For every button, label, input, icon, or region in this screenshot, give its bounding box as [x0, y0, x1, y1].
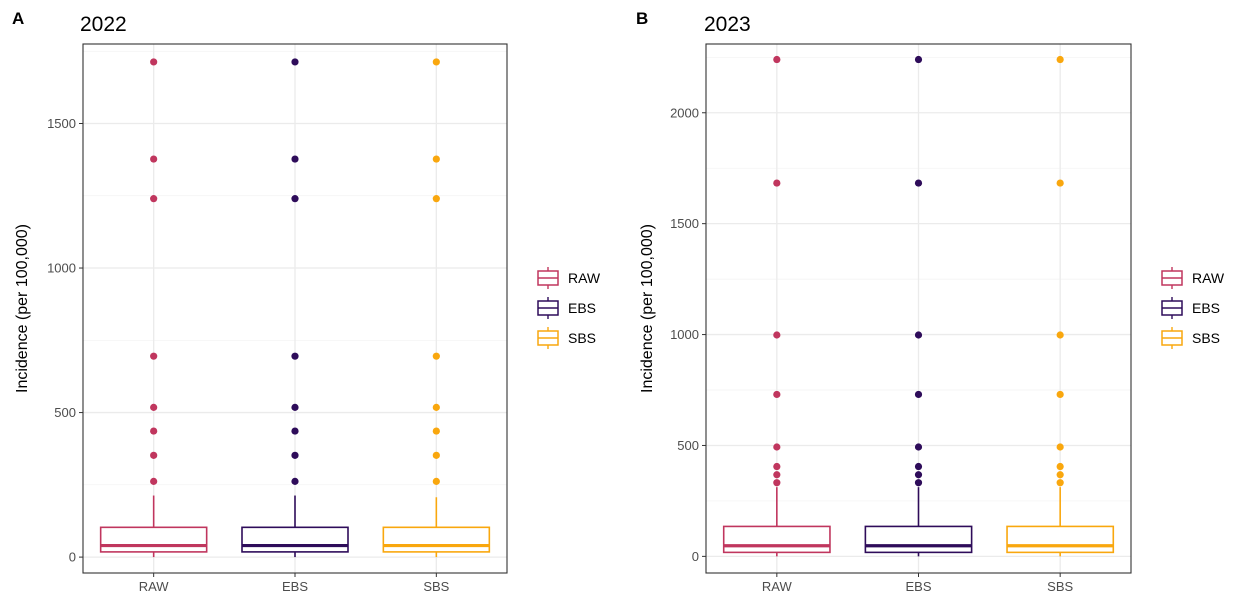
y-tick-label: 1000 — [670, 327, 699, 342]
box-sbs — [1006, 55, 1115, 557]
outlier-point — [432, 352, 440, 360]
outlier-point — [773, 390, 781, 399]
x-tick-label: RAW — [762, 579, 793, 594]
y-tick-label: 1000 — [47, 261, 76, 276]
legend-label: RAW — [1192, 270, 1225, 286]
outlier-point — [1056, 55, 1064, 64]
outlier-point — [291, 427, 299, 435]
panel-label: B — [636, 9, 648, 28]
outlier-point — [1056, 462, 1064, 471]
legend-label: RAW — [568, 270, 601, 286]
chart-panel-a: A 2022 0 500 1000 1500 RAW EBS SBS Incidence (per… — [12, 9, 601, 594]
outlier-point — [150, 427, 158, 435]
y-tick-label: 0 — [69, 550, 76, 565]
x-tick-label: SBS — [1047, 579, 1073, 594]
outlier-point — [773, 331, 781, 339]
outlier-point — [291, 155, 299, 163]
outlier-point — [914, 471, 923, 479]
y-tick-label: 1500 — [670, 216, 699, 231]
outlier-point — [150, 477, 158, 485]
box-ebs — [241, 58, 349, 558]
x-tick-label: EBS — [905, 579, 931, 594]
outlier-point — [914, 462, 923, 471]
y-tick-label: 500 — [54, 405, 76, 420]
y-tick-label: 2000 — [670, 105, 699, 120]
box-iqr — [1006, 525, 1115, 554]
outlier-point — [1056, 390, 1064, 399]
y-tick-label: 1500 — [47, 116, 76, 131]
outlier-point — [291, 352, 299, 360]
outlier-point — [291, 451, 299, 459]
outlier-point — [150, 58, 158, 66]
x-tick-label: EBS — [282, 579, 308, 594]
box-iqr — [864, 525, 973, 554]
legend: RAW EBS SBS — [537, 267, 601, 349]
legend-key-sbs — [537, 327, 559, 349]
x-tick-label: RAW — [139, 579, 170, 594]
outlier-point — [150, 403, 158, 411]
outlier-point — [773, 479, 781, 487]
y-tick-label: 500 — [677, 438, 699, 453]
y-tick-label: 0 — [692, 549, 699, 564]
outlier-point — [432, 403, 440, 411]
outlier-point — [432, 195, 440, 203]
outlier-point — [432, 477, 440, 485]
y-axis-title: Incidence (per 100,000) — [639, 224, 656, 393]
legend-key-ebs — [537, 297, 559, 319]
legend-key-ebs — [1161, 297, 1183, 319]
chart-title: 2022 — [80, 13, 127, 36]
box-iqr — [99, 526, 208, 553]
box-sbs — [382, 58, 491, 558]
legend-label: SBS — [568, 330, 596, 346]
legend-label: EBS — [1192, 300, 1220, 316]
outlier-point — [773, 55, 781, 64]
outlier-point — [773, 179, 781, 187]
outlier-point — [1056, 331, 1064, 339]
outlier-point — [291, 403, 299, 411]
box-iqr — [722, 525, 831, 554]
box-raw — [722, 55, 831, 557]
outlier-point — [432, 58, 440, 66]
outlier-point — [773, 443, 781, 451]
outlier-point — [914, 390, 923, 399]
y-axis-title: Incidence (per 100,000) — [14, 224, 31, 393]
chart-panel-b: B 2023 0 500 1000 1500 2000 RAW EBS SBS Incidence … — [636, 9, 1225, 594]
legend-key-raw — [537, 267, 559, 289]
chart-title: 2023 — [704, 13, 751, 36]
box-ebs — [864, 55, 973, 557]
legend-key-raw — [1161, 267, 1183, 289]
outlier-point — [1056, 471, 1064, 479]
box-iqr — [382, 526, 491, 553]
outlier-point — [291, 477, 299, 485]
outlier-point — [150, 155, 158, 163]
box-iqr — [241, 526, 349, 553]
outlier-point — [150, 451, 158, 459]
outlier-point — [914, 331, 923, 339]
outlier-point — [1056, 179, 1064, 187]
outlier-point — [914, 179, 923, 187]
x-tick-label: SBS — [423, 579, 449, 594]
outlier-point — [150, 352, 158, 360]
box-raw — [99, 58, 208, 558]
legend-label: SBS — [1192, 330, 1220, 346]
outlier-point — [1056, 479, 1064, 487]
outlier-point — [432, 427, 440, 435]
outlier-point — [291, 195, 299, 203]
outlier-point — [914, 55, 923, 64]
panel-label: A — [12, 9, 24, 28]
outlier-point — [150, 195, 158, 203]
outlier-point — [914, 443, 923, 451]
legend-label: EBS — [568, 300, 596, 316]
outlier-point — [773, 471, 781, 479]
legend-key-sbs — [1161, 327, 1183, 349]
outlier-point — [914, 479, 923, 487]
legend: RAW EBS SBS — [1161, 267, 1225, 349]
outlier-point — [773, 462, 781, 471]
outlier-point — [432, 451, 440, 459]
outlier-point — [1056, 443, 1064, 451]
outlier-point — [432, 155, 440, 163]
outlier-point — [291, 58, 299, 66]
